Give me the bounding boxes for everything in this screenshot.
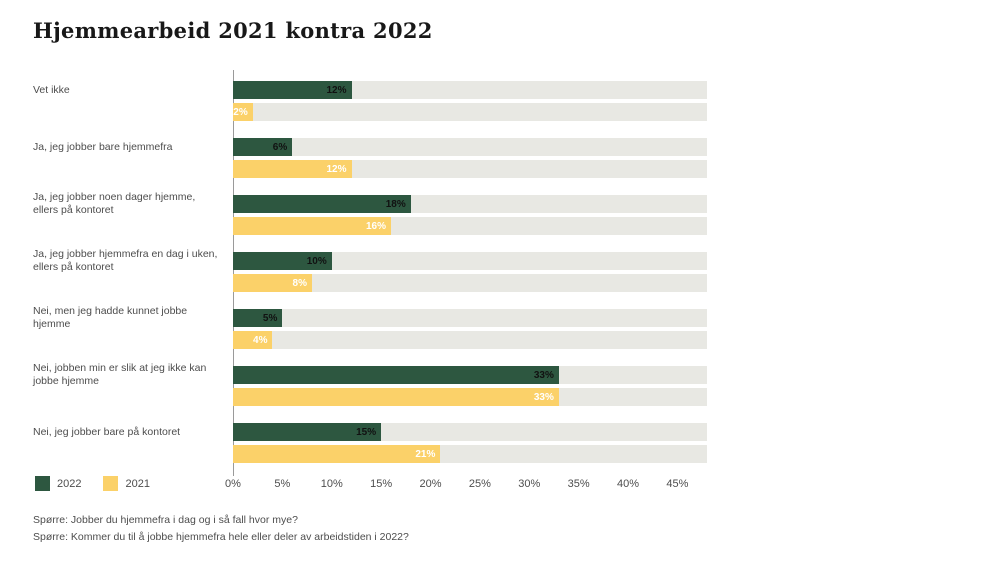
chart-row: Ja, jeg jobber noen dager hjemme, ellers… bbox=[33, 191, 707, 235]
bar-2021: 12% bbox=[233, 160, 352, 178]
bar-track: 16% bbox=[233, 217, 707, 235]
bar-2022: 10% bbox=[233, 252, 332, 270]
x-axis-tick-label: 25% bbox=[468, 478, 491, 490]
bar-track: 33% bbox=[233, 388, 707, 406]
bar-value-label: 16% bbox=[365, 220, 386, 232]
chart-row: Vet ikke 12% 2% bbox=[33, 81, 707, 121]
x-axis-tick-label: 10% bbox=[320, 478, 343, 490]
bar-2021: 33% bbox=[233, 388, 559, 406]
bar-2021: 2% bbox=[233, 103, 253, 121]
chart-row: Nei, men jeg hadde kunnet jobbe hjemme 5… bbox=[33, 305, 707, 349]
x-axis: 2022 2021 0% 5% 10% 15% 20% 25% 30% 35% … bbox=[33, 476, 707, 492]
bar-value-label: 12% bbox=[326, 163, 347, 175]
bar-value-label: 12% bbox=[326, 84, 347, 96]
bar-2022: 33% bbox=[233, 366, 559, 384]
legend-label-2022: 2022 bbox=[57, 477, 82, 490]
legend: 2022 2021 bbox=[35, 476, 150, 491]
bar-value-label: 2% bbox=[233, 106, 248, 118]
bar-2022: 15% bbox=[233, 423, 382, 441]
x-axis-tick-label: 20% bbox=[419, 478, 442, 490]
bar-value-label: 33% bbox=[533, 369, 554, 381]
x-axis-tick-label: 35% bbox=[567, 478, 590, 490]
bar-2022: 18% bbox=[233, 195, 411, 213]
footnotes: Spørre: Jobber du hjemmefra i dag og i s… bbox=[33, 512, 409, 546]
bar-value-label: 6% bbox=[272, 141, 288, 153]
chart-title: Hjemmearbeid 2021 kontra 2022 bbox=[33, 18, 433, 43]
bar-2022: 5% bbox=[233, 309, 283, 327]
bar-2021: 8% bbox=[233, 274, 312, 292]
legend-item-2021: 2021 bbox=[103, 476, 150, 491]
category-label: Nei, jeg jobber bare på kontoret bbox=[33, 425, 181, 438]
category-label: Nei, jobben min er slik at jeg ikke kan … bbox=[33, 362, 207, 387]
bar-value-label: 21% bbox=[415, 448, 436, 460]
bar-track: 12% bbox=[233, 81, 707, 99]
bar-value-label: 8% bbox=[292, 277, 307, 289]
x-axis-tick-label: 40% bbox=[616, 478, 640, 490]
bar-2021: 21% bbox=[233, 445, 441, 463]
bar-value-label: 5% bbox=[262, 312, 278, 324]
bar-value-label: 4% bbox=[253, 334, 268, 346]
bar-2021: 4% bbox=[233, 331, 273, 349]
footnote-1: Spørre: Jobber du hjemmefra i dag og i s… bbox=[33, 514, 298, 526]
bar-track: 4% bbox=[233, 331, 707, 349]
bar-2022: 12% bbox=[233, 81, 352, 99]
x-axis-tick-label: 30% bbox=[518, 478, 541, 490]
bar-track: 6% bbox=[233, 138, 707, 156]
category-label: Ja, jeg jobber hjemmefra en dag i uken, … bbox=[33, 248, 218, 273]
chart-row: Ja, jeg jobber hjemmefra en dag i uken, … bbox=[33, 248, 707, 292]
y-axis-line bbox=[233, 70, 234, 476]
chart-row: Ja, jeg jobber bare hjemmefra 6% 12% bbox=[33, 138, 707, 178]
chart-row: Nei, jobben min er slik at jeg ikke kan … bbox=[33, 362, 707, 406]
bar-track: 2% bbox=[233, 103, 707, 121]
bar-value-label: 33% bbox=[533, 391, 554, 403]
bar-track: 15% bbox=[233, 423, 707, 441]
chart-area: Vet ikke 12% 2% Ja, jeg jobber bare hjem… bbox=[33, 70, 707, 476]
category-label: Vet ikke bbox=[33, 83, 70, 96]
bar-value-label: 10% bbox=[306, 255, 327, 267]
legend-label-2021: 2021 bbox=[125, 477, 150, 490]
chart-row: Nei, jeg jobber bare på kontoret 15% 21% bbox=[33, 423, 707, 463]
category-label: Ja, jeg jobber bare hjemmefra bbox=[33, 140, 173, 153]
category-label: Ja, jeg jobber noen dager hjemme, ellers… bbox=[33, 191, 196, 216]
bar-track: 10% bbox=[233, 252, 707, 270]
bar-track: 12% bbox=[233, 160, 707, 178]
x-axis-tick-label: 15% bbox=[370, 478, 393, 490]
bar-value-label: 18% bbox=[385, 198, 406, 210]
bar-track: 18% bbox=[233, 195, 707, 213]
footnote-2: Spørre: Kommer du til å jobbe hjemmefra … bbox=[33, 531, 409, 543]
bar-2021: 16% bbox=[233, 217, 391, 235]
x-axis-tick-label: 0% bbox=[225, 478, 241, 490]
bar-value-label: 15% bbox=[356, 426, 377, 438]
legend-item-2022: 2022 bbox=[35, 476, 81, 491]
legend-swatch-2021 bbox=[103, 476, 119, 491]
x-axis-tick-label: 5% bbox=[274, 478, 291, 490]
bar-track: 33% bbox=[233, 366, 707, 384]
bar-track: 5% bbox=[233, 309, 707, 327]
x-axis-tick-label: 45% bbox=[666, 478, 689, 490]
x-axis-ticks: 0% 5% 10% 15% 20% 25% 30% 35% 40% 45% bbox=[225, 476, 707, 492]
bar-track: 8% bbox=[233, 274, 707, 292]
legend-swatch-2022 bbox=[35, 476, 50, 491]
bar-2022: 6% bbox=[233, 138, 293, 156]
bar-track: 21% bbox=[233, 445, 707, 463]
category-label: Nei, men jeg hadde kunnet jobbe hjemme bbox=[33, 305, 188, 330]
